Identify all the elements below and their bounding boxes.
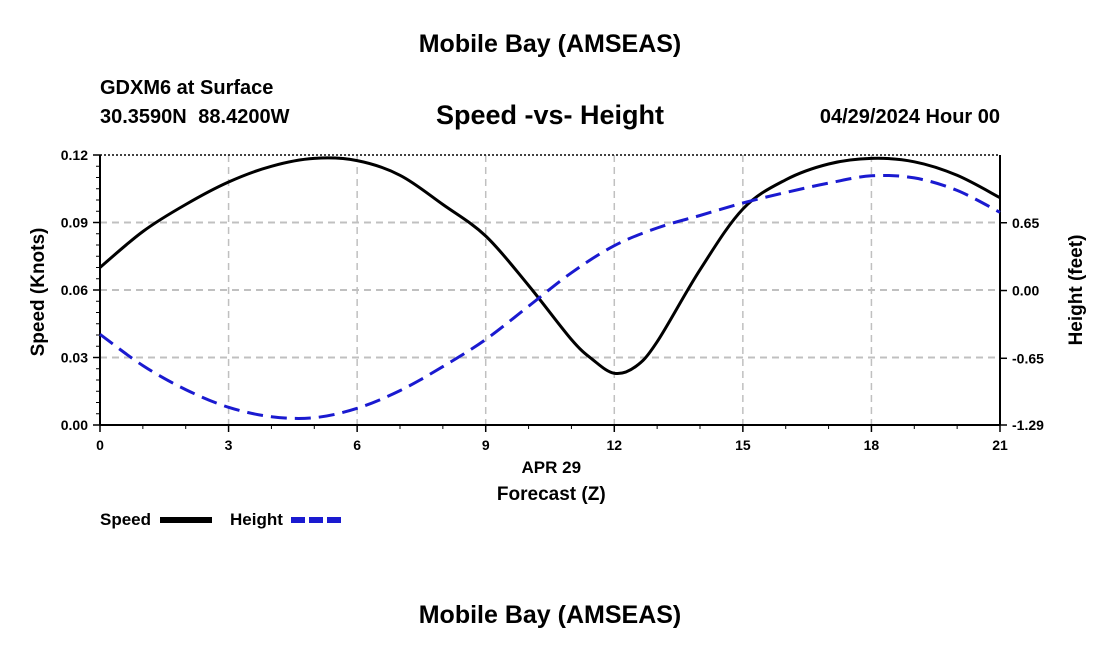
chart-title: Speed -vs- Height — [435, 100, 665, 130]
x-tick-label: 21 — [992, 437, 1008, 453]
x-tick-label: 3 — [225, 437, 233, 453]
y-tick-label: 0.06 — [61, 282, 88, 298]
y-axis-label: Speed (Knots) — [28, 228, 49, 357]
date-label: APR 29 — [522, 458, 582, 477]
y2-tick-label: 0.65 — [1012, 215, 1039, 231]
y-tick-label: 0.12 — [61, 147, 88, 163]
y-tick-label: 0.00 — [61, 417, 88, 433]
x-tick-label: 12 — [606, 437, 622, 453]
coordinates-label: 30.3590N 88.4200W — [100, 106, 290, 128]
x-tick-label: 18 — [864, 437, 880, 453]
y2-tick-label: -1.29 — [1012, 417, 1044, 433]
y-tick-label: 0.09 — [61, 215, 88, 231]
legend-speed-label: Speed — [100, 510, 151, 529]
y2-axis-label: Height (feet) — [1066, 235, 1087, 346]
x-tick-label: 6 — [353, 437, 361, 453]
legend-height-label: Height — [230, 510, 283, 529]
speed-series-line — [99, 156, 1001, 376]
x-axis-label: Forecast (Z) — [497, 484, 606, 505]
y2-tick-label: 0.00 — [1012, 283, 1039, 299]
bottom-title: Mobile Bay (AMSEAS) — [418, 601, 682, 629]
y-tick-label: 0.03 — [61, 350, 88, 366]
x-tick-label: 0 — [96, 437, 104, 453]
y2-tick-label: -0.65 — [1012, 350, 1044, 366]
datetime-label: 04/29/2024 Hour 00 — [819, 106, 1000, 128]
x-tick-label: 15 — [735, 437, 751, 453]
x-tick-label: 9 — [482, 437, 490, 453]
station-label: GDXM6 at Surface — [100, 77, 274, 99]
top-title: Mobile Bay (AMSEAS) — [418, 30, 682, 58]
height-series-line — [99, 173, 1001, 420]
